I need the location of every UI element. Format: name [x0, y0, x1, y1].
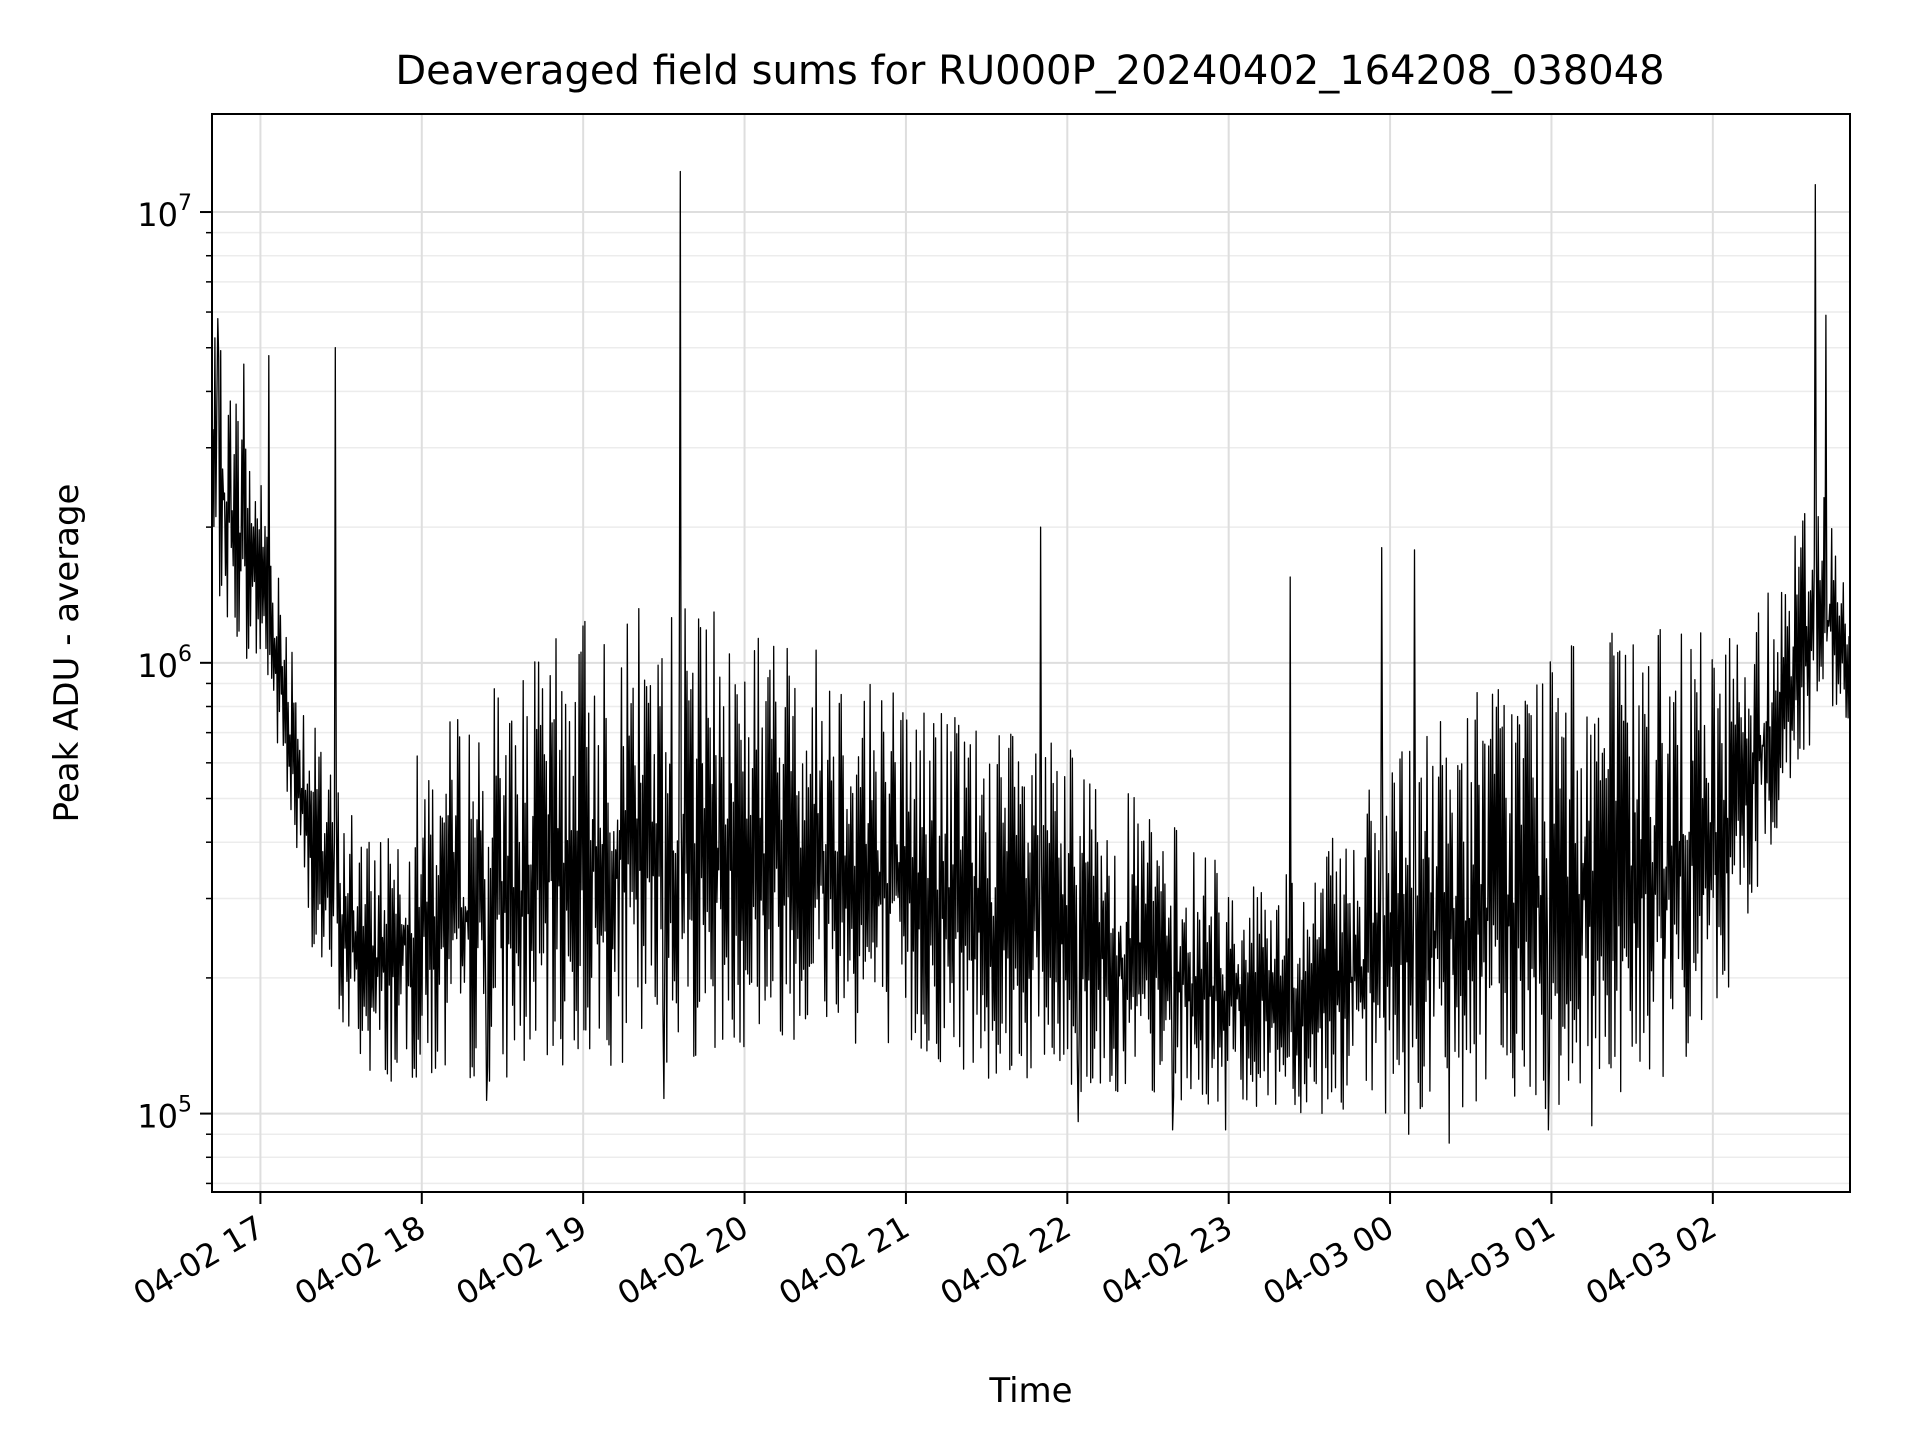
y-axis-label: Peak ADU - average [47, 484, 87, 823]
series-line [211, 170, 1851, 1144]
data-series [211, 170, 1851, 1144]
y-tick-label: 105 [137, 1093, 192, 1136]
plot-frame [211, 113, 1851, 1193]
minor-gridlines [212, 231, 1850, 1185]
y-tick-label: 106 [137, 642, 192, 685]
chart-title: Deaveraged field sums for RU000P_2024040… [395, 48, 1664, 94]
y-tick-label: 107 [137, 191, 192, 234]
y-axis: 105 106 107 [137, 191, 212, 1185]
x-axis-label: Time [988, 1371, 1072, 1411]
